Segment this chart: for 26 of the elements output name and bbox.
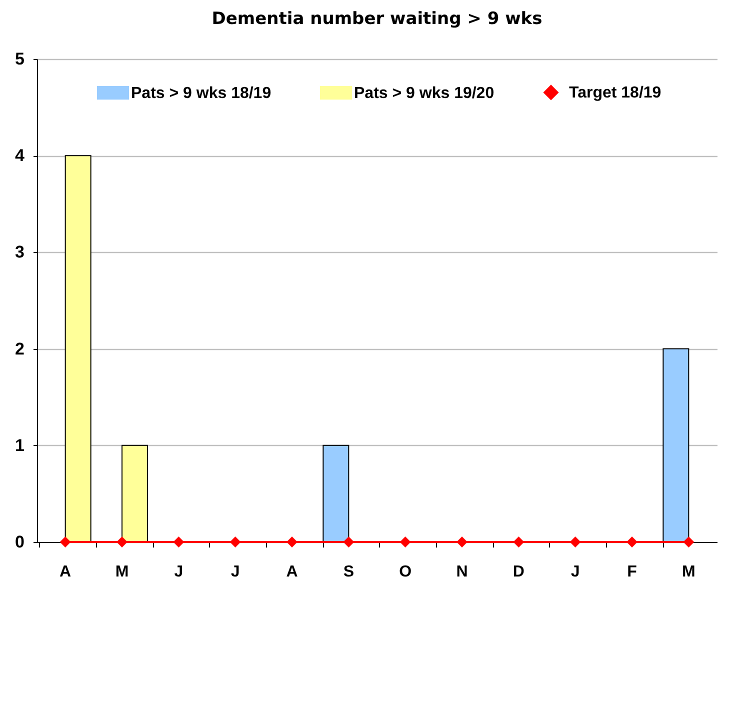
bar	[662, 348, 690, 542]
x-tick-label: N	[456, 564, 468, 580]
x-tick-label: S	[343, 564, 354, 580]
bar	[122, 444, 148, 542]
legend-label: Pats > 9 wks 18/19	[131, 84, 272, 102]
x-tick-label: O	[399, 564, 412, 580]
bar	[322, 444, 350, 542]
x-tick-label: A	[286, 564, 298, 580]
legend-label: Target 18/19	[569, 84, 662, 102]
x-tick-label: J	[230, 564, 240, 580]
x-tick-label: D	[512, 564, 524, 580]
y-tick-label: 4	[15, 146, 26, 166]
x-tick-label: M	[115, 564, 129, 580]
x-tick-label: F	[627, 564, 638, 580]
y-tick-label: 5	[15, 50, 24, 68]
y-tick-label: 1	[15, 436, 24, 455]
chart-title: Dementia number waiting > 9 wks	[212, 9, 542, 29]
x-tick-label: M	[682, 564, 696, 580]
bar	[64, 155, 92, 542]
y-tick-label: 0	[15, 532, 24, 552]
x-tick-label: J	[174, 564, 184, 580]
y-tick-label: 2	[15, 339, 24, 358]
y-tick-label: 3	[15, 242, 24, 262]
legend-label: Pats > 9 wks 19/20	[354, 84, 494, 102]
x-tick-label: J	[570, 564, 580, 580]
x-tick-label: A	[60, 564, 72, 580]
